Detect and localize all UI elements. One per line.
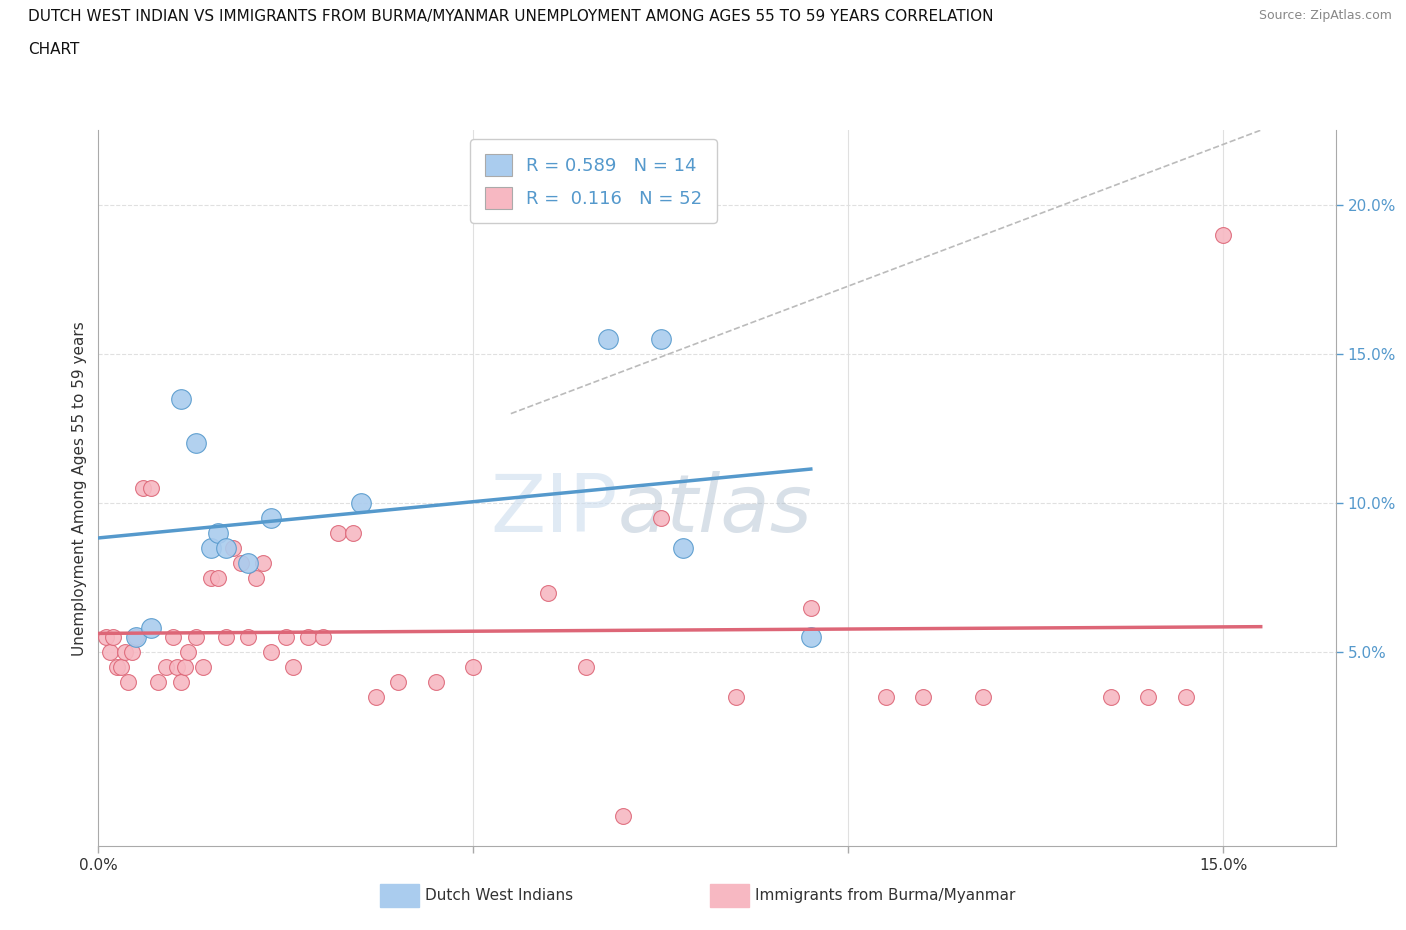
Point [238, 555, 260, 570]
Point [207, 570, 229, 585]
Point [312, 630, 335, 644]
Point [800, 630, 823, 644]
Point [297, 630, 319, 644]
Text: Source: ZipAtlas.com: Source: ZipAtlas.com [1258, 9, 1392, 22]
Point [94, 630, 117, 644]
Text: DUTCH WEST INDIAN VS IMMIGRANTS FROM BURMA/MYANMAR UNEMPLOYMENT AMONG AGES 55 TO: DUTCH WEST INDIAN VS IMMIGRANTS FROM BUR… [28, 9, 994, 24]
Point [103, 630, 125, 644]
Point [598, 332, 620, 347]
Point [387, 675, 409, 690]
Point [724, 690, 747, 705]
Point [260, 511, 283, 525]
Point [912, 690, 935, 705]
Point [200, 540, 222, 555]
Text: Immigrants from Burma/Myanmar: Immigrants from Burma/Myanmar [755, 888, 1015, 903]
Point [177, 644, 200, 659]
Point [139, 481, 162, 496]
Point [1212, 227, 1234, 242]
Point [139, 621, 162, 636]
Point [98, 644, 121, 659]
Point [238, 630, 260, 644]
Text: CHART: CHART [28, 42, 80, 57]
Point [260, 644, 283, 659]
Point [105, 660, 128, 675]
Point [328, 525, 350, 540]
Point [650, 332, 672, 347]
Point [215, 630, 238, 644]
Point [1099, 690, 1122, 705]
Point [245, 570, 267, 585]
Point [117, 675, 139, 690]
Point [650, 511, 672, 525]
Point [215, 540, 238, 555]
Text: ZIP: ZIP [491, 471, 619, 549]
Point [207, 525, 229, 540]
Point [425, 675, 447, 690]
Legend: R = 0.589   N = 14, R =  0.116   N = 52: R = 0.589 N = 14, R = 0.116 N = 52 [470, 140, 717, 223]
Point [800, 600, 823, 615]
Point [125, 630, 148, 644]
Point [184, 436, 207, 451]
Point [875, 690, 897, 705]
Point [229, 555, 252, 570]
Point [1174, 690, 1197, 705]
Point [342, 525, 364, 540]
Point [166, 660, 188, 675]
Point [672, 540, 695, 555]
Point [274, 630, 297, 644]
Point [155, 660, 177, 675]
Text: Dutch West Indians: Dutch West Indians [425, 888, 572, 903]
Point [350, 496, 373, 511]
Point [125, 630, 148, 644]
Point [110, 660, 132, 675]
Point [114, 644, 136, 659]
Point [537, 585, 560, 600]
Point [170, 392, 193, 406]
Point [972, 690, 994, 705]
Point [148, 675, 170, 690]
Point [575, 660, 598, 675]
Point [193, 660, 215, 675]
Text: atlas: atlas [619, 471, 813, 549]
Point [200, 570, 222, 585]
Point [170, 675, 193, 690]
Point [612, 809, 634, 824]
Point [121, 644, 143, 659]
Y-axis label: Unemployment Among Ages 55 to 59 years: Unemployment Among Ages 55 to 59 years [72, 321, 87, 656]
Point [364, 690, 387, 705]
Point [162, 630, 184, 644]
Point [222, 540, 245, 555]
Point [283, 660, 305, 675]
Point [463, 660, 485, 675]
Point [132, 481, 155, 496]
Point [252, 555, 274, 570]
Point [1137, 690, 1160, 705]
Point [184, 630, 207, 644]
Point [173, 660, 195, 675]
